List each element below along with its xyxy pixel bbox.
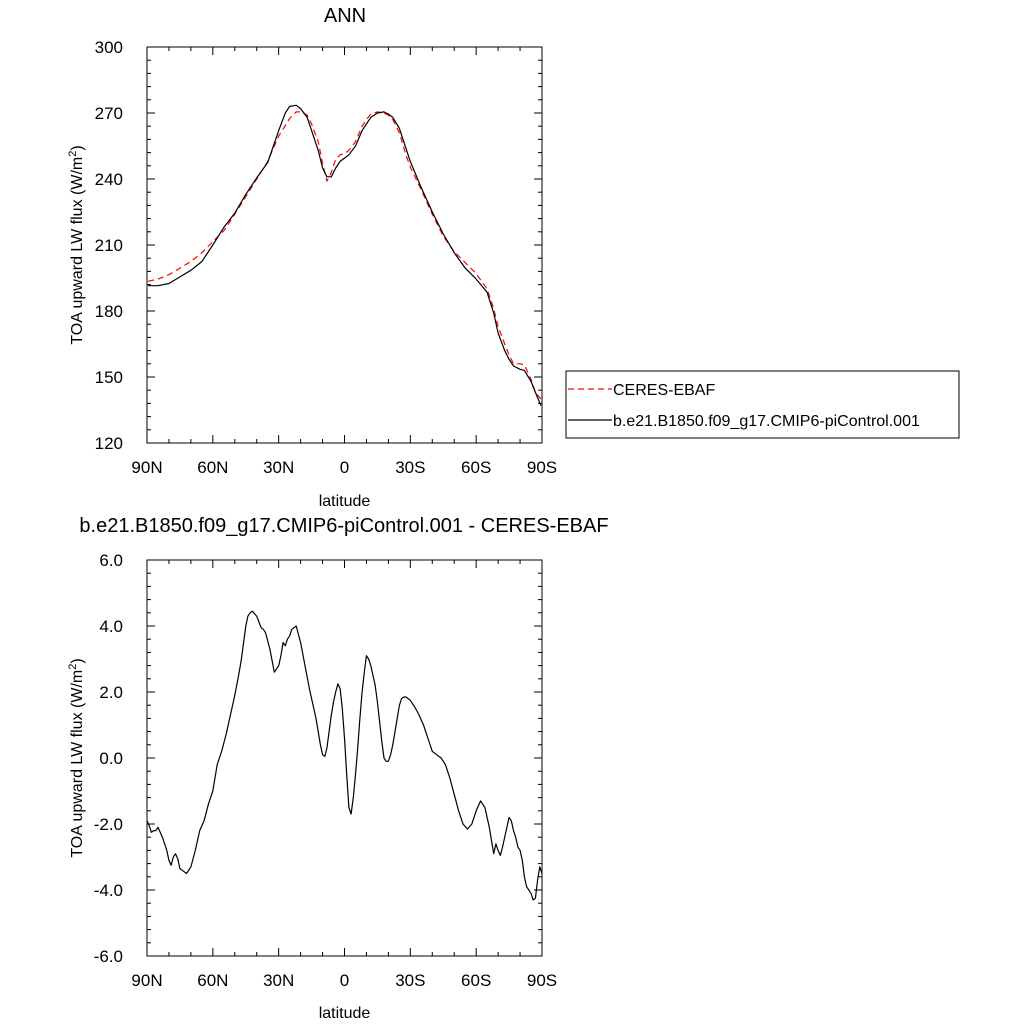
y-tick-label: 4.0 <box>99 617 123 636</box>
chart-top-plot-frame <box>146 46 543 444</box>
chart-bottom: b.e21.B1850.f09_g17.CMIP6-piControl.001 … <box>67 515 609 1022</box>
chart-bottom-title: b.e21.B1850.f09_g17.CMIP6-piControl.001 … <box>79 515 608 537</box>
chart-top-title: ANN <box>324 5 366 27</box>
series-line-1-0 <box>146 610 543 901</box>
x-tick-label: 30N <box>263 458 294 477</box>
x-tick-label: 30S <box>395 458 425 477</box>
y-tick-label: 270 <box>95 104 123 123</box>
x-tick-label: 60S <box>461 971 491 990</box>
y-tick-label: 2.0 <box>99 683 123 702</box>
chart-top: ANN 120 150 180 210 240 270 300 90N 60N 30N 0 30S 6… <box>67 5 557 510</box>
y-tick-label: 180 <box>95 302 123 321</box>
y-tick-label: 150 <box>95 368 123 387</box>
y-tick-label: 0.0 <box>99 749 123 768</box>
chart-top-ylabel: TOA upward LW flux (W/m2) <box>67 145 86 344</box>
x-tick-label: 0 <box>340 971 349 990</box>
legend-box <box>565 370 960 439</box>
x-tick-label: 60N <box>197 971 228 990</box>
y-tick-label: 120 <box>95 434 123 453</box>
x-tick-label: 60N <box>197 458 228 477</box>
y-tick-label: 210 <box>95 236 123 255</box>
legend-label-model: b.e21.B1850.f09_g17.CMIP6-piControl.001 <box>613 413 920 430</box>
x-tick-label: 90N <box>131 458 162 477</box>
chart-top-xlabel: latitude <box>319 493 371 510</box>
x-tick-label: 60S <box>461 458 491 477</box>
chart-bottom-plot-frame <box>146 559 543 957</box>
x-tick-label: 30N <box>263 971 294 990</box>
x-tick-label: 90S <box>527 458 557 477</box>
y-tick-label: 240 <box>95 170 123 189</box>
series-line-0-1 <box>148 104 542 406</box>
x-tick-label: 0 <box>340 458 349 477</box>
y-tick-label: -6.0 <box>94 947 123 966</box>
x-tick-label: 90N <box>131 971 162 990</box>
y-tick-label: -4.0 <box>94 881 123 900</box>
y-tick-label: 6.0 <box>99 551 123 570</box>
y-tick-label: -2.0 <box>94 815 123 834</box>
y-tick-label: 300 <box>95 38 123 57</box>
chart-bottom-xlabel: latitude <box>319 1005 371 1022</box>
chart-bottom-ylabel: TOA upward LW flux (W/m2) <box>67 658 86 857</box>
x-tick-label: 90S <box>527 971 557 990</box>
series-line-0-0 <box>147 111 542 400</box>
chart-top-legend: CERES-EBAF b.e21.B1850.f09_g17.CMIP6-piC… <box>565 370 960 439</box>
legend-label-ceres: CERES-EBAF <box>613 382 715 399</box>
x-tick-label: 30S <box>395 971 425 990</box>
